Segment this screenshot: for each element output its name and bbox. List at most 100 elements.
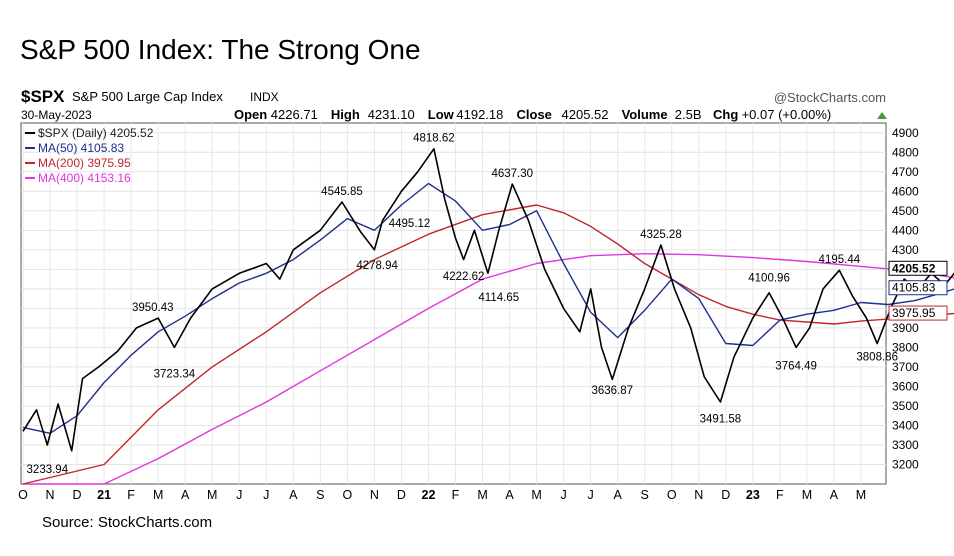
collapse-arrow-icon[interactable] <box>877 112 887 119</box>
series-line-1 <box>22 182 954 434</box>
annotation-0: 3233.94 <box>27 464 69 476</box>
y-tick-1: 3300 <box>892 438 919 452</box>
x-tick-24: O <box>667 488 677 502</box>
chart-watermark: @StockCharts.com <box>774 90 886 105</box>
annotation-11: 4325.28 <box>640 229 682 241</box>
y-tick-12: 4400 <box>892 223 919 237</box>
legend-label-2: MA(200) 3975.95 <box>38 156 131 170</box>
x-tick-27: 23 <box>746 488 760 502</box>
price-tag-box-2 <box>888 305 948 321</box>
x-tick-1: N <box>46 488 55 502</box>
x-tick-26: D <box>721 488 730 502</box>
x-tick-28: F <box>776 488 784 502</box>
x-tick-8: J <box>236 488 242 502</box>
y-tick-6: 3800 <box>892 340 919 354</box>
annotation-12: 3491.58 <box>700 414 742 426</box>
annotations-group: 3233.94 3950.43 3723.34 4545.85 4278.94 4495.… <box>27 133 898 476</box>
quote-label-0: Open <box>234 107 267 122</box>
x-tick-21: J <box>588 488 594 502</box>
x-tick-10: A <box>289 488 298 502</box>
annotation-9: 4637.30 <box>491 168 533 180</box>
x-tick-20: J <box>561 488 567 502</box>
annotation-13: 4100.96 <box>748 273 790 285</box>
quote-label-4: Volume <box>622 107 668 122</box>
series-group <box>22 148 954 485</box>
x-tick-15: 22 <box>422 488 436 502</box>
x-tick-23: S <box>641 488 649 502</box>
series-line-0 <box>22 148 954 452</box>
x-tick-11: S <box>316 488 324 502</box>
quote-value-3: 4205.52 <box>562 107 609 122</box>
y-tick-14: 4600 <box>892 184 919 198</box>
x-tick-17: M <box>477 488 487 502</box>
y-tick-5: 3700 <box>892 360 919 374</box>
annotation-2: 3723.34 <box>154 368 196 380</box>
x-tick-4: F <box>127 488 135 502</box>
quote-value-5: +0.07 (+0.00%) <box>742 107 832 122</box>
y-tick-13: 4500 <box>892 204 919 218</box>
x-tick-31: M <box>856 488 866 502</box>
x-tick-25: N <box>694 488 703 502</box>
annotation-4: 4278.94 <box>356 260 398 272</box>
quote-value-2: 4192.18 <box>456 107 503 122</box>
x-tick-18: A <box>505 488 514 502</box>
annotation-16: 3808.86 <box>856 352 898 364</box>
annotation-10: 3636.87 <box>591 385 633 397</box>
legend-label-1: MA(50) 4105.83 <box>38 141 124 155</box>
x-tick-14: D <box>397 488 406 502</box>
quote-label-5: Chg <box>713 107 738 122</box>
slide-title: S&P 500 Index: The Strong One <box>20 34 421 65</box>
y-tick-0: 3200 <box>892 457 919 471</box>
quote-label-3: Close <box>517 107 552 122</box>
y-tick-11: 4300 <box>892 243 919 257</box>
annotation-8: 4114.65 <box>478 292 519 304</box>
x-tick-3: 21 <box>97 488 111 502</box>
x-tick-5: M <box>153 488 163 502</box>
x-tick-7: M <box>207 488 217 502</box>
price-tag-box-1 <box>888 280 948 296</box>
quote-value-1: 4231.10 <box>368 107 415 122</box>
chart-exchange: INDX <box>250 90 279 104</box>
x-tick-29: M <box>802 488 812 502</box>
x-tick-2: D <box>73 488 82 502</box>
quote-label-1: High <box>331 107 360 122</box>
source-note: Source: StockCharts.com <box>42 514 213 531</box>
quote-label-2: Low <box>428 107 455 122</box>
annotation-6: 4818.62 <box>413 133 455 145</box>
y-tick-3: 3500 <box>892 399 919 413</box>
x-tick-9: J <box>263 488 269 502</box>
series-line-3 <box>23 253 954 485</box>
x-axis: O N D 21 F M A M J J A S O N D 22 F M A M J J A S O N D 23 F M A M <box>18 488 866 502</box>
x-tick-30: A <box>830 488 839 502</box>
price-tag-2: 3975.95 <box>892 306 936 320</box>
annotation-1: 3950.43 <box>132 302 174 314</box>
price-tag-1: 4105.83 <box>892 281 936 295</box>
quote-row: Open 4226.71 High 4231.10 Low 4192.18 Close 420… <box>234 107 831 122</box>
x-tick-6: A <box>181 488 190 502</box>
y-tick-2: 3400 <box>892 418 919 432</box>
x-tick-12: O <box>343 488 353 502</box>
quote-value-4: 2.5B <box>675 107 702 122</box>
legend-label-3: MA(400) 4153.16 <box>38 171 131 185</box>
price-tag-box-0 <box>888 260 948 276</box>
x-tick-16: F <box>452 488 460 502</box>
annotation-15: 4195.44 <box>819 254 861 266</box>
chart-index-name: S&P 500 Large Cap Index <box>72 89 223 104</box>
price-tag-0: 4205.52 <box>892 261 936 275</box>
series-line-2 <box>22 204 954 485</box>
x-tick-19: M <box>531 488 541 502</box>
legend-label-0: $SPX (Daily) 4205.52 <box>38 126 154 140</box>
chart-date: 30-May-2023 <box>21 108 92 122</box>
annotation-3: 4545.85 <box>321 186 363 198</box>
plot-frame <box>20 122 887 485</box>
quote-value-0: 4226.71 <box>271 107 318 122</box>
annotation-7: 4222.62 <box>443 271 485 283</box>
y-tick-17: 4900 <box>892 126 919 140</box>
y-tick-7: 3900 <box>892 321 919 335</box>
grid <box>21 123 886 484</box>
y-tick-15: 4700 <box>892 165 919 179</box>
y-tick-4: 3600 <box>892 379 919 393</box>
y-axis: 3200 3300 3400 3500 3600 3700 3800 3900 4300 4400… <box>888 126 948 471</box>
